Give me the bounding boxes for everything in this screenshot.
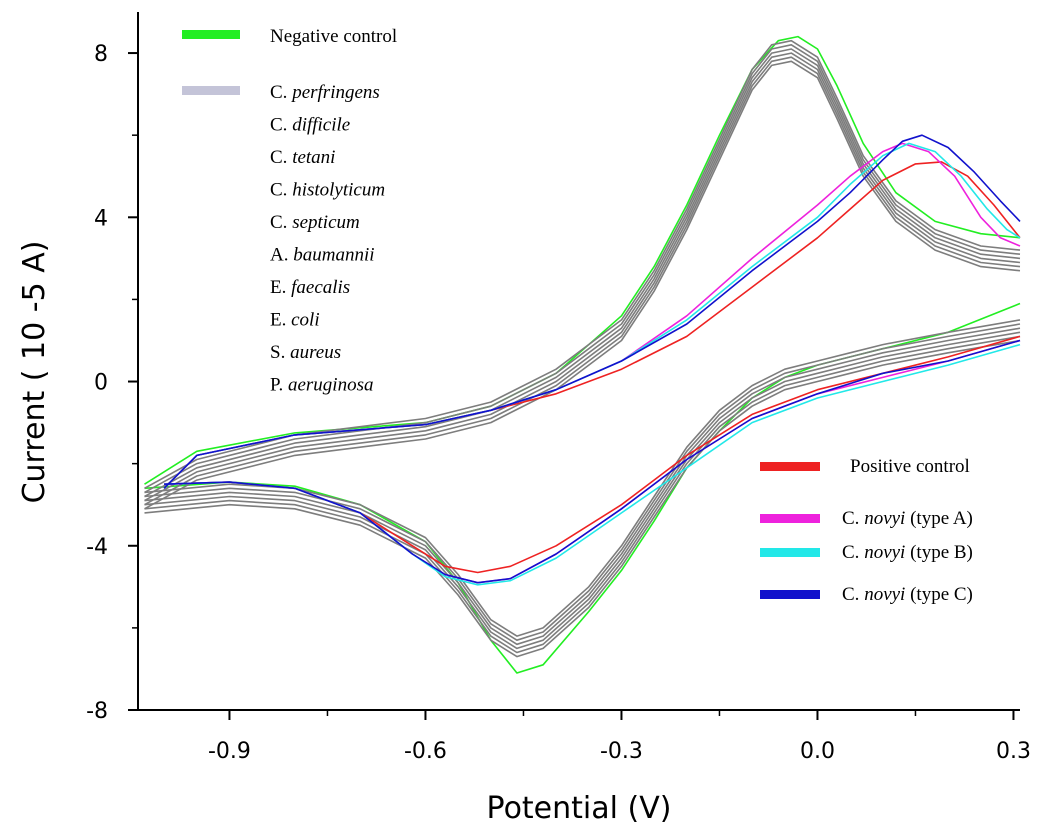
- x-tick-label: -0.9: [208, 739, 251, 764]
- legend-label-species: A. baumannii: [270, 245, 375, 266]
- gray-group-upper-curve: [144, 44, 1021, 494]
- species-name: aureus: [290, 342, 341, 363]
- series-curves: [144, 35, 1021, 674]
- gray-group-lower-curve: [144, 335, 1021, 654]
- species-name: tetani: [292, 147, 335, 168]
- genus-abbrev: C.: [270, 147, 292, 168]
- y-tick-label: 0: [94, 371, 108, 396]
- genus-abbrev: C.: [270, 115, 292, 136]
- gray-group-upper-curve: [144, 56, 1021, 506]
- gray-group-lower-curve: [144, 323, 1021, 641]
- legend-label-species: E. faecalis: [270, 277, 350, 298]
- legend-prefix: C.: [842, 542, 864, 563]
- y-ticks: 8 4 0 -4 -8: [86, 42, 138, 724]
- genus-abbrev: C.: [270, 212, 292, 233]
- genus-abbrev: E.: [270, 310, 291, 331]
- legend-swatch-positive-control: [760, 462, 820, 471]
- legend-suffix: (type C): [905, 584, 973, 605]
- genus-abbrev: C.: [270, 180, 292, 201]
- legend-label-species: E. coli: [270, 310, 320, 331]
- legend-label-species: C. tetani: [270, 147, 335, 168]
- gray-group-lower-curve: [144, 319, 1021, 637]
- genus-abbrev: E.: [270, 277, 291, 298]
- gray-group-upper-curve: [144, 48, 1021, 498]
- type-c-lower-curve: [164, 339, 1021, 584]
- legend-label-positive-control: Positive control: [850, 456, 970, 477]
- x-axis-title: Potential (V): [487, 791, 672, 826]
- x-tick-label: 0.3: [996, 739, 1031, 764]
- species-name: perfringens: [290, 82, 380, 103]
- legend-swatch-type-c: [760, 590, 820, 599]
- legend-label-species: C. perfringens: [270, 82, 380, 103]
- legend-label-species: C. septicum: [270, 212, 360, 233]
- y-tick-label: 8: [94, 42, 108, 67]
- species-name: coli: [291, 310, 320, 331]
- legend-label-species: S. aureus: [270, 342, 341, 363]
- x-tick-label: 0.0: [800, 739, 835, 764]
- gray-group-upper-curve: [144, 60, 1021, 510]
- x-tick-label: -0.3: [600, 739, 643, 764]
- species-name: histolyticum: [292, 180, 385, 201]
- legend-swatch-negative-control: [182, 30, 240, 39]
- legend-swatch-gray-group: [182, 86, 240, 95]
- legend-swatch-type-b: [760, 548, 820, 557]
- y-axis-title: Current ( 10 -5 A): [17, 241, 52, 504]
- species-name: difficile: [292, 115, 350, 136]
- legend-species: novyi: [864, 508, 905, 529]
- gray-group-lower-curve: [144, 339, 1021, 658]
- gray-group-lower-curve: [144, 327, 1021, 646]
- legend-swatch-type-a: [760, 514, 820, 523]
- legend-label-species: P. aeruginosa: [270, 375, 373, 396]
- species-name: septicum: [292, 212, 360, 233]
- species-name: aeruginosa: [288, 375, 374, 396]
- genus-abbrev: P.: [270, 375, 288, 396]
- gray-group-lower-curve: [144, 331, 1021, 650]
- legend-species: novyi: [864, 542, 905, 563]
- legend-label-type-a: C. novyi (type A): [842, 508, 973, 529]
- gray-group-upper-curve: [144, 52, 1021, 502]
- gray-group-upper-curve: [144, 39, 1021, 490]
- legend-prefix: C.: [842, 508, 864, 529]
- legend-prefix: C.: [842, 584, 864, 605]
- legend-label-type-b: C. novyi (type B): [842, 542, 973, 563]
- legend-suffix: (type B): [905, 542, 973, 563]
- axes: [137, 12, 1020, 711]
- legend-label-species: C. histolyticum: [270, 180, 385, 201]
- genus-abbrev: S.: [270, 342, 290, 363]
- legend-species: novyi: [864, 584, 905, 605]
- y-tick-label: -4: [86, 535, 108, 560]
- legend-label-species: C. difficile: [270, 115, 350, 136]
- genus-abbrev: A.: [270, 245, 293, 266]
- x-ticks: -0.9 -0.6 -0.3 0.0 0.3: [208, 710, 1031, 764]
- legend-prefix: Positive control: [850, 456, 970, 477]
- y-tick-label: 4: [94, 206, 108, 231]
- legend-label-negative-control: Negative control: [270, 26, 397, 47]
- y-tick-label: -8: [86, 699, 108, 724]
- species-name: faecalis: [291, 277, 350, 298]
- type-c-upper-curve: [163, 134, 1021, 489]
- genus-abbrev: C.: [270, 82, 292, 103]
- legend-suffix: (type A): [905, 508, 973, 529]
- x-tick-label: -0.6: [404, 739, 447, 764]
- legend-label-type-c: C. novyi (type C): [842, 584, 973, 605]
- species-name: baumannii: [293, 245, 374, 266]
